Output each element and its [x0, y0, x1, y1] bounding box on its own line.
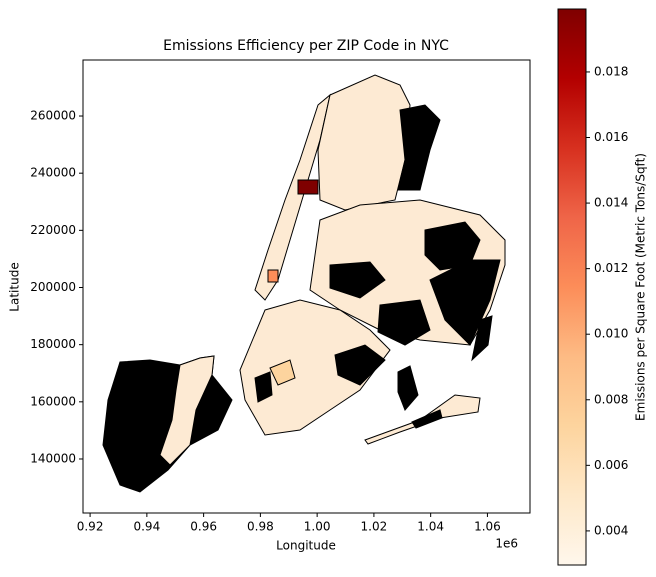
- colorbar-tick-label: 0.018: [594, 64, 628, 78]
- x-axis-label: Longitude: [276, 539, 336, 553]
- zip-area: [329, 261, 386, 299]
- x-tick-label: 1.00: [304, 520, 331, 534]
- zip-area: [254, 371, 273, 403]
- zip-area: [297, 179, 319, 195]
- y-tick-label: 200000: [30, 280, 76, 294]
- zip-area: [411, 409, 443, 429]
- x-tick-label: 0.98: [247, 520, 274, 534]
- colorbar-tick-label: 0.006: [594, 458, 628, 472]
- zip-area: [159, 355, 215, 466]
- y-tick-label: 160000: [30, 394, 76, 408]
- y-tick-label: 140000: [30, 451, 76, 465]
- x-tick-label: 1.04: [417, 520, 444, 534]
- y-tick-label: 180000: [30, 337, 76, 351]
- colorbar-tick-label: 0.012: [594, 261, 628, 275]
- colorbar: [557, 8, 587, 566]
- x-tick-label: 1.06: [474, 520, 501, 534]
- x-tick-label: 0.92: [77, 520, 104, 534]
- zip-area: [317, 74, 411, 211]
- x-tick-label: 1.02: [361, 520, 388, 534]
- zip-area: [269, 359, 296, 386]
- zip-area: [471, 315, 493, 362]
- zip-area: [334, 344, 386, 386]
- plot-frame: [82, 59, 531, 514]
- colorbar-tick-label: 0.016: [594, 130, 628, 144]
- x-tick-label: 0.96: [190, 520, 217, 534]
- zip-area: [102, 355, 233, 493]
- zip-area: [397, 104, 441, 191]
- x-tick-label: 0.94: [133, 520, 160, 534]
- colorbar-tick-label: 0.008: [594, 392, 628, 406]
- y-axis-label: Latitude: [8, 262, 22, 311]
- zip-area: [239, 299, 391, 436]
- zip-area: [267, 269, 279, 283]
- zip-area: [429, 259, 501, 346]
- zip-area: [377, 299, 431, 346]
- colorbar-label: Emissions per Square Foot (Metric Tons/S…: [634, 153, 648, 421]
- colorbar-tick-label: 0.010: [594, 327, 628, 341]
- colorbar-tick-label: 0.004: [594, 523, 628, 537]
- x-offset-label: 1e6: [495, 537, 518, 551]
- y-tick-label: 240000: [30, 166, 76, 180]
- colorbar-tick-label: 0.014: [594, 196, 628, 210]
- chart-title: Emissions Efficiency per ZIP Code in NYC: [163, 38, 449, 54]
- y-tick-label: 220000: [30, 223, 76, 237]
- map: [102, 74, 506, 493]
- y-tick-label: 260000: [30, 109, 76, 123]
- zip-area: [397, 365, 419, 411]
